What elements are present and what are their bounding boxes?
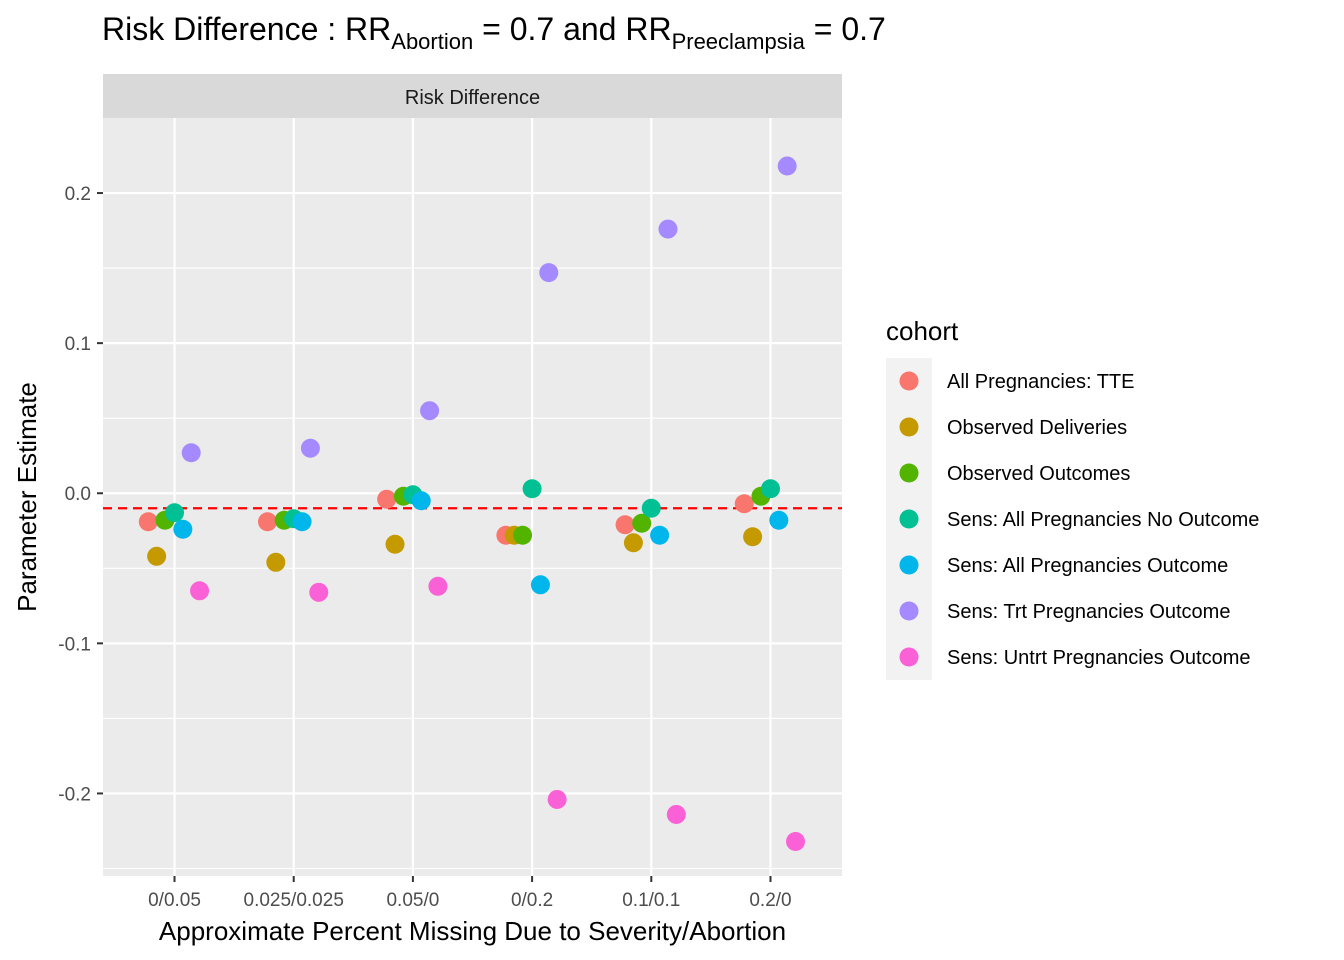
data-point (165, 503, 185, 523)
data-point (777, 156, 797, 176)
plot-panel (103, 118, 842, 876)
facet-strip-label: Risk Difference (405, 87, 540, 109)
x-tick-label: 0.2/0 (749, 890, 791, 911)
y-tick-label: -0.2 (58, 784, 91, 805)
legend: cohort All Pregnancies: TTE Observed Deli… (886, 316, 1259, 680)
x-tick-label: 0/0.05 (148, 890, 201, 911)
legend-key (899, 371, 919, 391)
x-tick-label: 0.1/0.1 (622, 890, 680, 911)
data-point (138, 512, 158, 532)
data-point (181, 443, 201, 463)
data-point (547, 789, 567, 809)
legend-label: Sens: Trt Pregnancies Outcome (947, 601, 1230, 623)
data-point (266, 552, 286, 572)
y-tick-label: 0.1 (65, 334, 91, 355)
data-point (190, 581, 210, 601)
legend-key (899, 647, 919, 667)
legend-label: Sens: All Pregnancies No Outcome (947, 509, 1259, 531)
data-point (641, 498, 661, 518)
legend-key (899, 463, 919, 483)
legend-label: Sens: Untrt Pregnancies Outcome (947, 647, 1250, 669)
legend-label: Observed Outcomes (947, 463, 1130, 485)
y-tick-label: 0.0 (65, 484, 91, 505)
x-tick-label: 0.05/0 (386, 890, 439, 911)
data-point (522, 479, 542, 499)
x-tick-label: 0/0.2 (511, 890, 553, 911)
data-point (650, 525, 670, 545)
data-point (309, 582, 329, 602)
y-axis: -0.2 -0.1 0.0 0.1 0.2 (58, 184, 103, 805)
data-point (300, 438, 320, 458)
y-tick-label: 0.2 (65, 184, 91, 205)
data-point (257, 512, 277, 532)
data-point (539, 263, 559, 283)
legend-title: cohort (886, 316, 959, 346)
data-point (743, 527, 763, 547)
legend-key (899, 601, 919, 621)
x-axis-title: Approximate Percent Missing Due to Sever… (159, 916, 786, 946)
data-point (385, 534, 405, 554)
data-point (377, 489, 397, 509)
data-point (658, 219, 678, 239)
data-point (292, 512, 312, 532)
data-point (734, 494, 754, 514)
facet-strip (103, 74, 842, 118)
legend-key (899, 555, 919, 575)
legend-label: Sens: All Pregnancies Outcome (947, 555, 1228, 577)
x-tick-label: 0.025/0.025 (244, 890, 344, 911)
y-axis-title: Parameter Estimate (12, 382, 42, 612)
legend-key (899, 509, 919, 529)
data-point (760, 479, 780, 499)
legend-label: All Pregnancies: TTE (947, 371, 1135, 393)
data-point (513, 525, 533, 545)
data-point (623, 533, 643, 553)
data-point (411, 491, 431, 511)
data-point (530, 575, 550, 595)
data-point (769, 510, 789, 530)
y-tick-label: -0.1 (58, 634, 91, 655)
data-points (138, 156, 806, 851)
data-point (428, 576, 448, 596)
chart-title: Risk Difference : RRAbortion = 0.7 and R… (102, 11, 886, 54)
data-point (786, 831, 806, 851)
data-point (632, 513, 652, 533)
x-axis: 0/0.05 0.025/0.025 0.05/0 0/0.2 0.1/0.1 0.2/0 (148, 876, 792, 911)
data-point (147, 546, 167, 566)
data-point (666, 804, 686, 824)
data-point (420, 401, 440, 421)
legend-label: Observed Deliveries (947, 417, 1127, 439)
data-point (615, 515, 635, 535)
data-point (173, 519, 193, 539)
legend-key (899, 417, 919, 437)
